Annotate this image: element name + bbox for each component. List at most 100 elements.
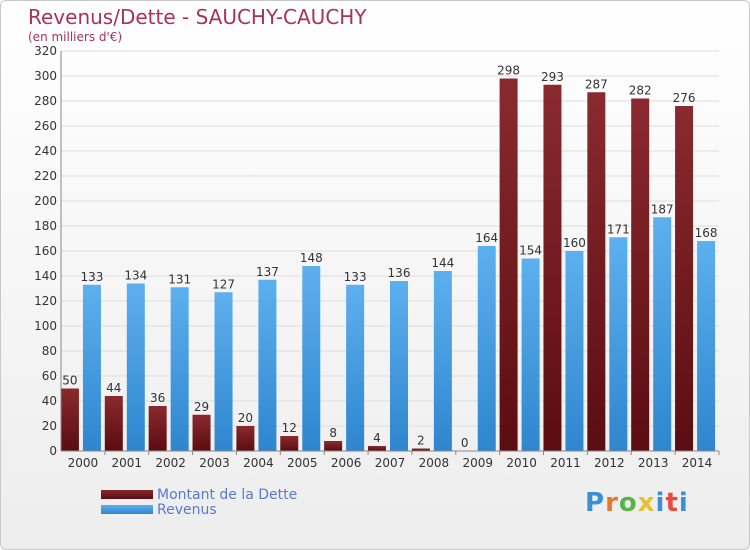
bar-debt [675, 106, 694, 451]
bar-debt [60, 388, 79, 451]
legend-swatch-debt [101, 490, 153, 499]
data-label-revenus: 131 [168, 272, 191, 286]
x-tick-label: 2007 [375, 456, 406, 470]
y-tick-label: 80 [42, 344, 57, 358]
x-tick-label: 2011 [550, 456, 581, 470]
bar-debt [631, 98, 650, 451]
x-tick-label: 2006 [331, 456, 362, 470]
data-label-debt: 12 [282, 421, 297, 435]
logo-letter: i [655, 488, 666, 518]
chart-title: Revenus/Dette - SAUCHY-CAUCHY [28, 5, 367, 29]
logo-letter: P [585, 488, 606, 518]
y-tick-label: 160 [34, 244, 57, 258]
y-tick-label: 120 [34, 294, 57, 308]
data-label-debt: 293 [541, 70, 564, 84]
data-label-debt: 282 [629, 84, 652, 98]
logo-letter: i [678, 488, 689, 518]
x-tick-label: 2012 [594, 456, 625, 470]
x-tick-label: 2002 [155, 456, 186, 470]
data-label-debt: 276 [673, 91, 696, 105]
legend-swatch-revenus [101, 505, 153, 514]
data-label-revenus: 168 [695, 226, 718, 240]
logo-letter: t [665, 488, 679, 518]
y-tick-label: 100 [34, 319, 57, 333]
logo-letter: o [618, 488, 638, 518]
x-tick-label: 2014 [682, 456, 713, 470]
bar-revenus [565, 251, 584, 451]
data-label-revenus: 133 [80, 270, 103, 284]
y-tick-label: 260 [34, 119, 57, 133]
chart-subtitle: (en milliers d'€) [28, 30, 123, 44]
data-label-revenus: 127 [212, 277, 235, 291]
bar-revenus [214, 292, 233, 451]
data-label-revenus: 144 [431, 256, 454, 270]
data-label-revenus: 137 [256, 265, 279, 279]
x-tick-label: 2000 [68, 456, 99, 470]
bar-debt [280, 436, 299, 451]
x-tick-label: 2008 [419, 456, 450, 470]
bar-revenus [258, 279, 277, 451]
bar-debt [148, 406, 167, 451]
bar-revenus [390, 281, 408, 451]
bar-revenus [170, 287, 189, 451]
data-label-revenus: 171 [607, 222, 630, 236]
y-tick-label: 40 [42, 394, 57, 408]
data-label-revenus: 160 [563, 236, 586, 250]
data-label-revenus: 154 [519, 244, 542, 258]
bar-debt [324, 441, 343, 451]
y-tick-label: 20 [42, 419, 57, 433]
y-tick-label: 220 [34, 169, 57, 183]
data-label-debt: 0 [461, 436, 469, 450]
x-tick-label: 2005 [287, 456, 318, 470]
data-label-debt: 36 [150, 391, 165, 405]
x-tick-label: 2003 [199, 456, 230, 470]
data-label-debt: 2 [417, 434, 425, 448]
bar-revenus [302, 266, 321, 451]
data-label-debt: 287 [585, 77, 608, 91]
x-tick-label: 2013 [638, 456, 669, 470]
y-tick-label: 300 [34, 69, 57, 83]
bar-revenus [653, 217, 672, 451]
legend-item-debt: Montant de la Dette [101, 486, 298, 503]
proxiti-logo: Proxiti [585, 488, 689, 518]
data-label-revenus: 136 [388, 266, 411, 280]
bar-debt [236, 426, 255, 451]
bar-debt [499, 78, 518, 451]
x-tick-label: 2004 [243, 456, 274, 470]
y-tick-label: 140 [34, 269, 57, 283]
bar-revenus [346, 284, 365, 451]
bar-debt [587, 92, 606, 451]
bar-revenus [521, 258, 540, 451]
y-tick-label: 240 [34, 144, 57, 158]
logo-letter: x [637, 488, 656, 518]
bar-revenus [697, 241, 716, 451]
bar-debt [192, 414, 211, 451]
data-label-debt: 4 [373, 431, 381, 445]
data-label-debt: 20 [238, 411, 253, 425]
legend-label-revenus: Revenus [157, 501, 217, 518]
x-tick-label: 2001 [112, 456, 143, 470]
legend-label-debt: Montant de la Dette [157, 486, 298, 503]
bar-revenus [126, 283, 145, 451]
x-tick-label: 2009 [462, 456, 493, 470]
data-label-debt: 44 [106, 381, 121, 395]
bar-debt [104, 396, 123, 451]
bar-revenus [433, 271, 452, 451]
bar-debt [411, 448, 430, 451]
y-tick-label: 320 [34, 44, 57, 58]
data-label-revenus: 148 [300, 251, 323, 265]
data-label-revenus: 133 [344, 270, 367, 284]
y-tick-label: 0 [49, 444, 57, 458]
data-label-revenus: 134 [124, 269, 147, 283]
logo-letter: r [605, 488, 619, 518]
data-label-revenus: 187 [651, 202, 674, 216]
bar-debt [368, 446, 386, 451]
y-tick-label: 180 [34, 219, 57, 233]
legend: Montant de la Dette Revenus [101, 486, 298, 518]
data-label-debt: 8 [329, 426, 337, 440]
data-label-debt: 29 [194, 400, 209, 414]
data-label-debt: 50 [62, 374, 77, 388]
data-label-revenus: 164 [475, 231, 498, 245]
